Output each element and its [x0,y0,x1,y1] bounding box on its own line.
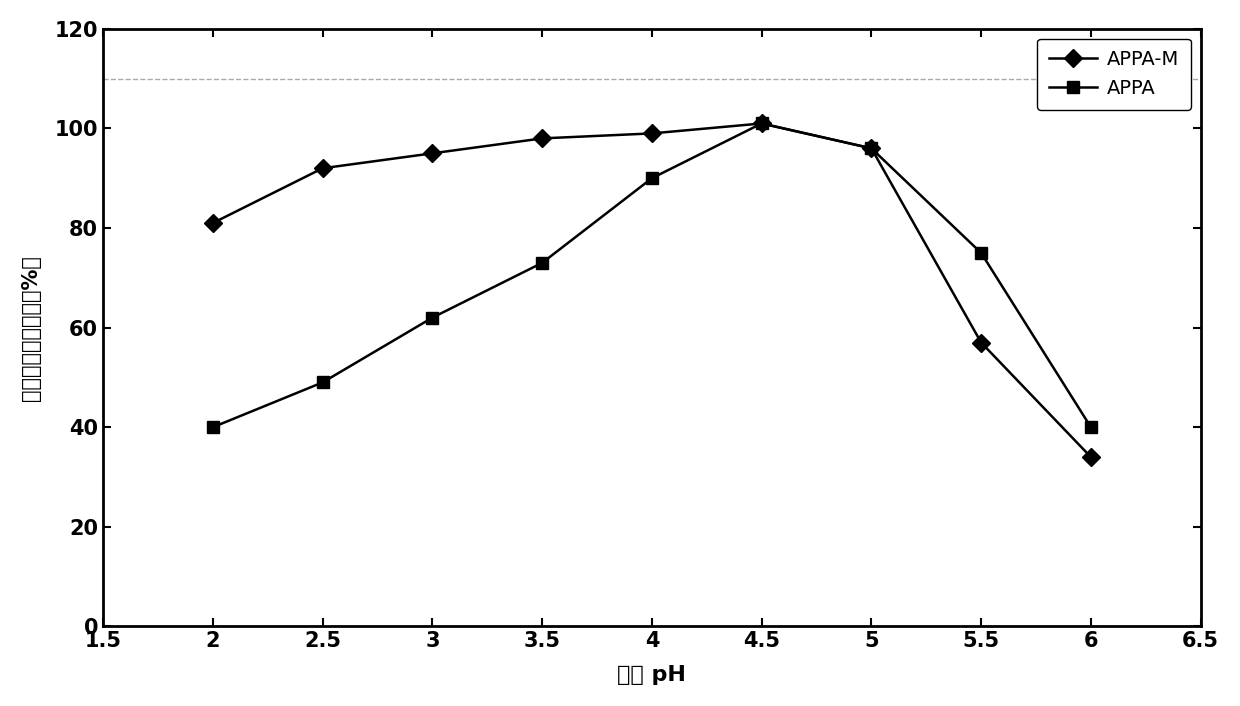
APPA [645,174,660,182]
APPA-M [425,149,440,157]
Line: APPA-M: APPA-M [207,117,1097,463]
APPA-M [864,144,879,152]
APPA [1084,423,1099,431]
APPA-M [1084,453,1099,461]
APPA [864,144,879,152]
Y-axis label: 植酸酶的相对活性（%）: 植酸酶的相对活性（%） [21,255,41,400]
APPA [206,423,221,431]
APPA [425,313,440,322]
APPA-M [315,164,330,172]
APPA [973,249,988,257]
X-axis label: 反应 pH: 反应 pH [618,665,686,685]
APPA [754,119,769,128]
APPA-M [534,134,549,143]
APPA-M [754,119,769,128]
APPA-M [206,219,221,227]
APPA-M [645,129,660,138]
APPA-M [973,338,988,347]
Line: APPA: APPA [207,117,1097,433]
APPA [315,378,330,387]
Legend: APPA-M, APPA: APPA-M, APPA [1037,39,1190,109]
APPA [534,258,549,267]
